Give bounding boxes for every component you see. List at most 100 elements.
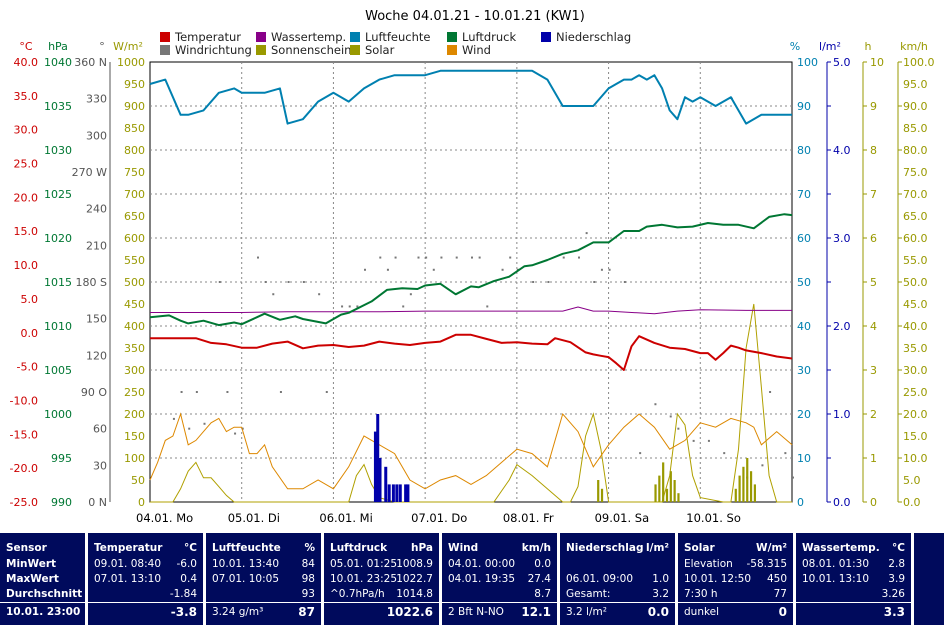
wind-direction-point <box>348 305 351 308</box>
wind-direction-point <box>792 476 794 479</box>
solar-header: Solar <box>684 542 715 554</box>
wind-header: Wind <box>448 542 479 554</box>
sunshine-bar <box>654 484 657 502</box>
wind-direction-point <box>501 268 504 271</box>
sun-tick-label: 7 <box>870 188 877 201</box>
wind-direction-point <box>478 256 481 259</box>
legend-item: Luftfeuchte <box>350 30 430 44</box>
rain-bar <box>391 484 395 502</box>
wind-direction-point <box>402 305 405 308</box>
press-tick-label: 1000 <box>44 408 72 421</box>
sunshine-bar <box>669 471 672 502</box>
solar-avg-value: 77 <box>773 588 787 600</box>
legend-label: Wassertemp. <box>271 30 346 44</box>
legend-label: Sonnenschein <box>271 43 351 57</box>
sun-unit-label: h <box>865 40 872 53</box>
legend-swatch <box>160 32 170 42</box>
legend-swatch <box>447 32 457 42</box>
temp-tick-label: -5.0 <box>17 361 38 374</box>
legend-item: Temperatur <box>160 30 241 44</box>
temp-tick-label: 30.0 <box>14 124 39 137</box>
press-max-time: 10.01. 23:25 <box>330 573 397 585</box>
wind-direction-point <box>654 403 657 406</box>
sunshine-bar <box>738 475 741 502</box>
dir-tick-label: 180 S <box>76 276 107 289</box>
panel-extra <box>914 533 944 625</box>
hum-tick-label: 60 <box>797 232 811 245</box>
wind-direction-point <box>302 281 305 283</box>
wind-direction-point <box>562 256 565 259</box>
sunshine-bar <box>665 488 669 502</box>
sun-tick-label: 6 <box>870 232 877 245</box>
solar-tick-label: 850 <box>124 122 145 135</box>
wind-direction-point <box>241 427 244 430</box>
legend-swatch <box>350 32 360 42</box>
sun-tick-label: 4 <box>870 320 877 333</box>
water-min-value: 2.8 <box>888 558 905 570</box>
water-temperature-line <box>150 306 792 315</box>
legend-item: Windrichtung <box>160 43 252 57</box>
solar-max-value: 450 <box>766 573 787 585</box>
press-tick-label: 1010 <box>44 320 72 333</box>
weather-chart: Woche 04.01.21 - 10.01.21 (KW1) Temperat… <box>10 9 935 525</box>
day-label: 05.01. Di <box>228 511 280 525</box>
pressure-line <box>149 213 793 327</box>
solar-tick-label: 1000 <box>117 56 145 69</box>
wind-tick-label: 85.0 <box>903 122 928 135</box>
wind-direction-point <box>669 415 672 418</box>
wind-direction-point <box>547 281 550 283</box>
wind-direction-point <box>593 281 596 283</box>
temp-tick-label: 15.0 <box>14 225 39 238</box>
rain-tick-label: 1.0 <box>833 408 851 421</box>
sunshine-bar <box>746 458 749 502</box>
wind-direction-point <box>769 391 772 393</box>
wind-tick-label: 60.0 <box>903 232 928 245</box>
press-avg-value: 1014.8 <box>396 588 433 600</box>
rain-tick-label: 4.0 <box>833 144 851 157</box>
rain-unit-label: l/m² <box>819 40 841 53</box>
dir-unit-label: ° <box>99 40 105 53</box>
wind-tick-label: 5.0 <box>903 474 921 487</box>
temp-min-time: 09.01. 08:40 <box>94 558 161 570</box>
water-avg-value: 3.26 <box>881 588 905 600</box>
hum-tick-label: 20 <box>797 408 811 421</box>
rain-bar <box>404 484 408 502</box>
rain-tick-label: 5.0 <box>833 56 851 69</box>
sun-tick-label: 8 <box>870 144 877 157</box>
legend-item: Wassertemp. <box>256 30 346 44</box>
press-header: Luftdruck <box>330 542 388 554</box>
rain-header: Niederschlag <box>566 542 644 554</box>
dir-tick-label: 240 <box>86 203 107 216</box>
hum-tick-label: 40 <box>797 320 811 333</box>
temp-tick-label: -20.0 <box>10 462 38 475</box>
solar-unit: W/m² <box>756 542 787 554</box>
legend-swatch <box>256 32 266 42</box>
press-tick-label: 990 <box>51 496 72 509</box>
wind-direction-point <box>318 293 321 296</box>
solar-state-label: dunkel <box>684 606 720 618</box>
temp-header: Temperatur <box>94 542 163 554</box>
solar-tick-label: 400 <box>124 320 145 333</box>
wind-direction-point <box>425 256 428 259</box>
wind-direction-point <box>287 281 290 283</box>
rain-bar <box>378 458 382 502</box>
wind-direction-point <box>364 268 366 271</box>
legend-item: Solar <box>350 43 395 57</box>
solar-elevation-value: -58.315 <box>746 558 787 570</box>
legend: Temperatur Wassertemp. Luftfeuchte Luftdruc… <box>160 30 631 57</box>
statistics-footer: Sensor MinWert MaxWert Durchschnitt 10.0… <box>0 533 950 625</box>
wind-tick-label: 100.0 <box>903 56 935 69</box>
wind-tick-label: 90.0 <box>903 100 928 113</box>
wind-direction-point <box>264 281 267 283</box>
wind-tick-label: 55.0 <box>903 254 928 267</box>
wind-direction-point <box>386 268 389 271</box>
wind-direction-point <box>509 256 512 259</box>
temp-unit: °C <box>184 542 197 554</box>
solar-tick-label: 50 <box>131 474 145 487</box>
sun-tick-label: 10 <box>870 56 884 69</box>
legend-label: Solar <box>365 43 395 57</box>
press-tick-label: 1020 <box>44 232 72 245</box>
solar-tick-label: 200 <box>124 408 145 421</box>
temp-tick-label: 20.0 <box>14 191 39 204</box>
hum-current-value: 87 <box>298 605 315 619</box>
